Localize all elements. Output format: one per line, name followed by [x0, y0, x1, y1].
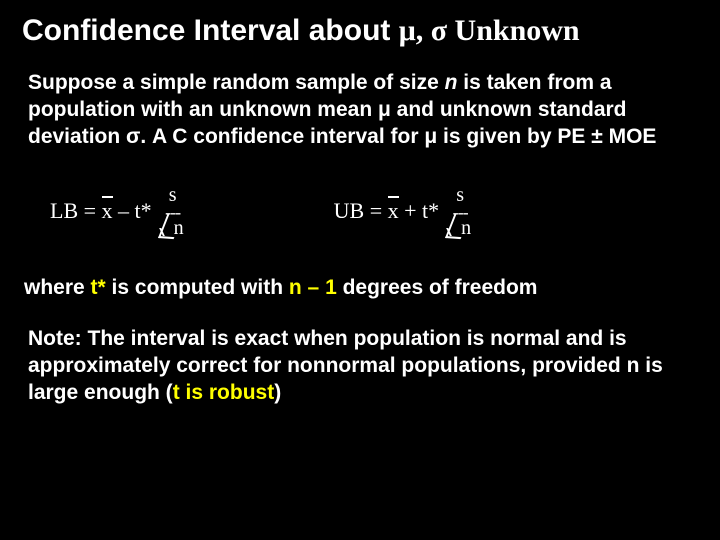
lb-den: n — [162, 218, 184, 238]
slide-title: Confidence Interval about μ, σ Unknown — [22, 14, 698, 48]
where-line: where t* is computed with n – 1 degrees … — [22, 276, 698, 300]
note-c: ) — [274, 381, 281, 404]
lower-bound-formula: LB = x – t* s --- n — [50, 185, 184, 239]
title-part2: μ, σ Unknown — [399, 14, 580, 47]
ub-op: + t* — [399, 198, 440, 223]
where-tstar: t* — [91, 276, 106, 299]
note-robust: t is robust — [173, 381, 275, 404]
where-a: where — [24, 276, 91, 299]
lb-fraction: s --- n — [162, 185, 184, 239]
xbar-symbol: x — [102, 198, 113, 224]
note-paragraph: Note: The interval is exact when populat… — [22, 326, 698, 407]
ub-lhs: UB = x + t* — [334, 198, 440, 224]
where-c: is computed with — [106, 276, 289, 299]
intro-n: n — [445, 71, 458, 94]
ub-den: n — [449, 218, 471, 238]
lb-label: LB = — [50, 198, 102, 223]
upper-bound-formula: UB = x + t* s --- n — [334, 185, 472, 239]
intro-paragraph: Suppose a simple random sample of size n… — [22, 70, 698, 151]
ub-label: UB = — [334, 198, 388, 223]
ub-fraction: s --- n — [449, 185, 471, 239]
xbar-symbol: x — [388, 198, 399, 224]
where-nminus1: n – 1 — [289, 276, 337, 299]
formula-row: LB = x – t* s --- n UB = x + t* s --- n — [22, 185, 698, 239]
lb-op: – t* — [113, 198, 152, 223]
title-part1: Confidence Interval about — [22, 14, 399, 47]
where-e: degrees of freedom — [337, 276, 538, 299]
intro-text-a: Suppose a simple random sample of size — [28, 71, 445, 94]
note-a: Note: The interval is exact when populat… — [28, 327, 663, 404]
lb-lhs: LB = x – t* — [50, 198, 152, 224]
